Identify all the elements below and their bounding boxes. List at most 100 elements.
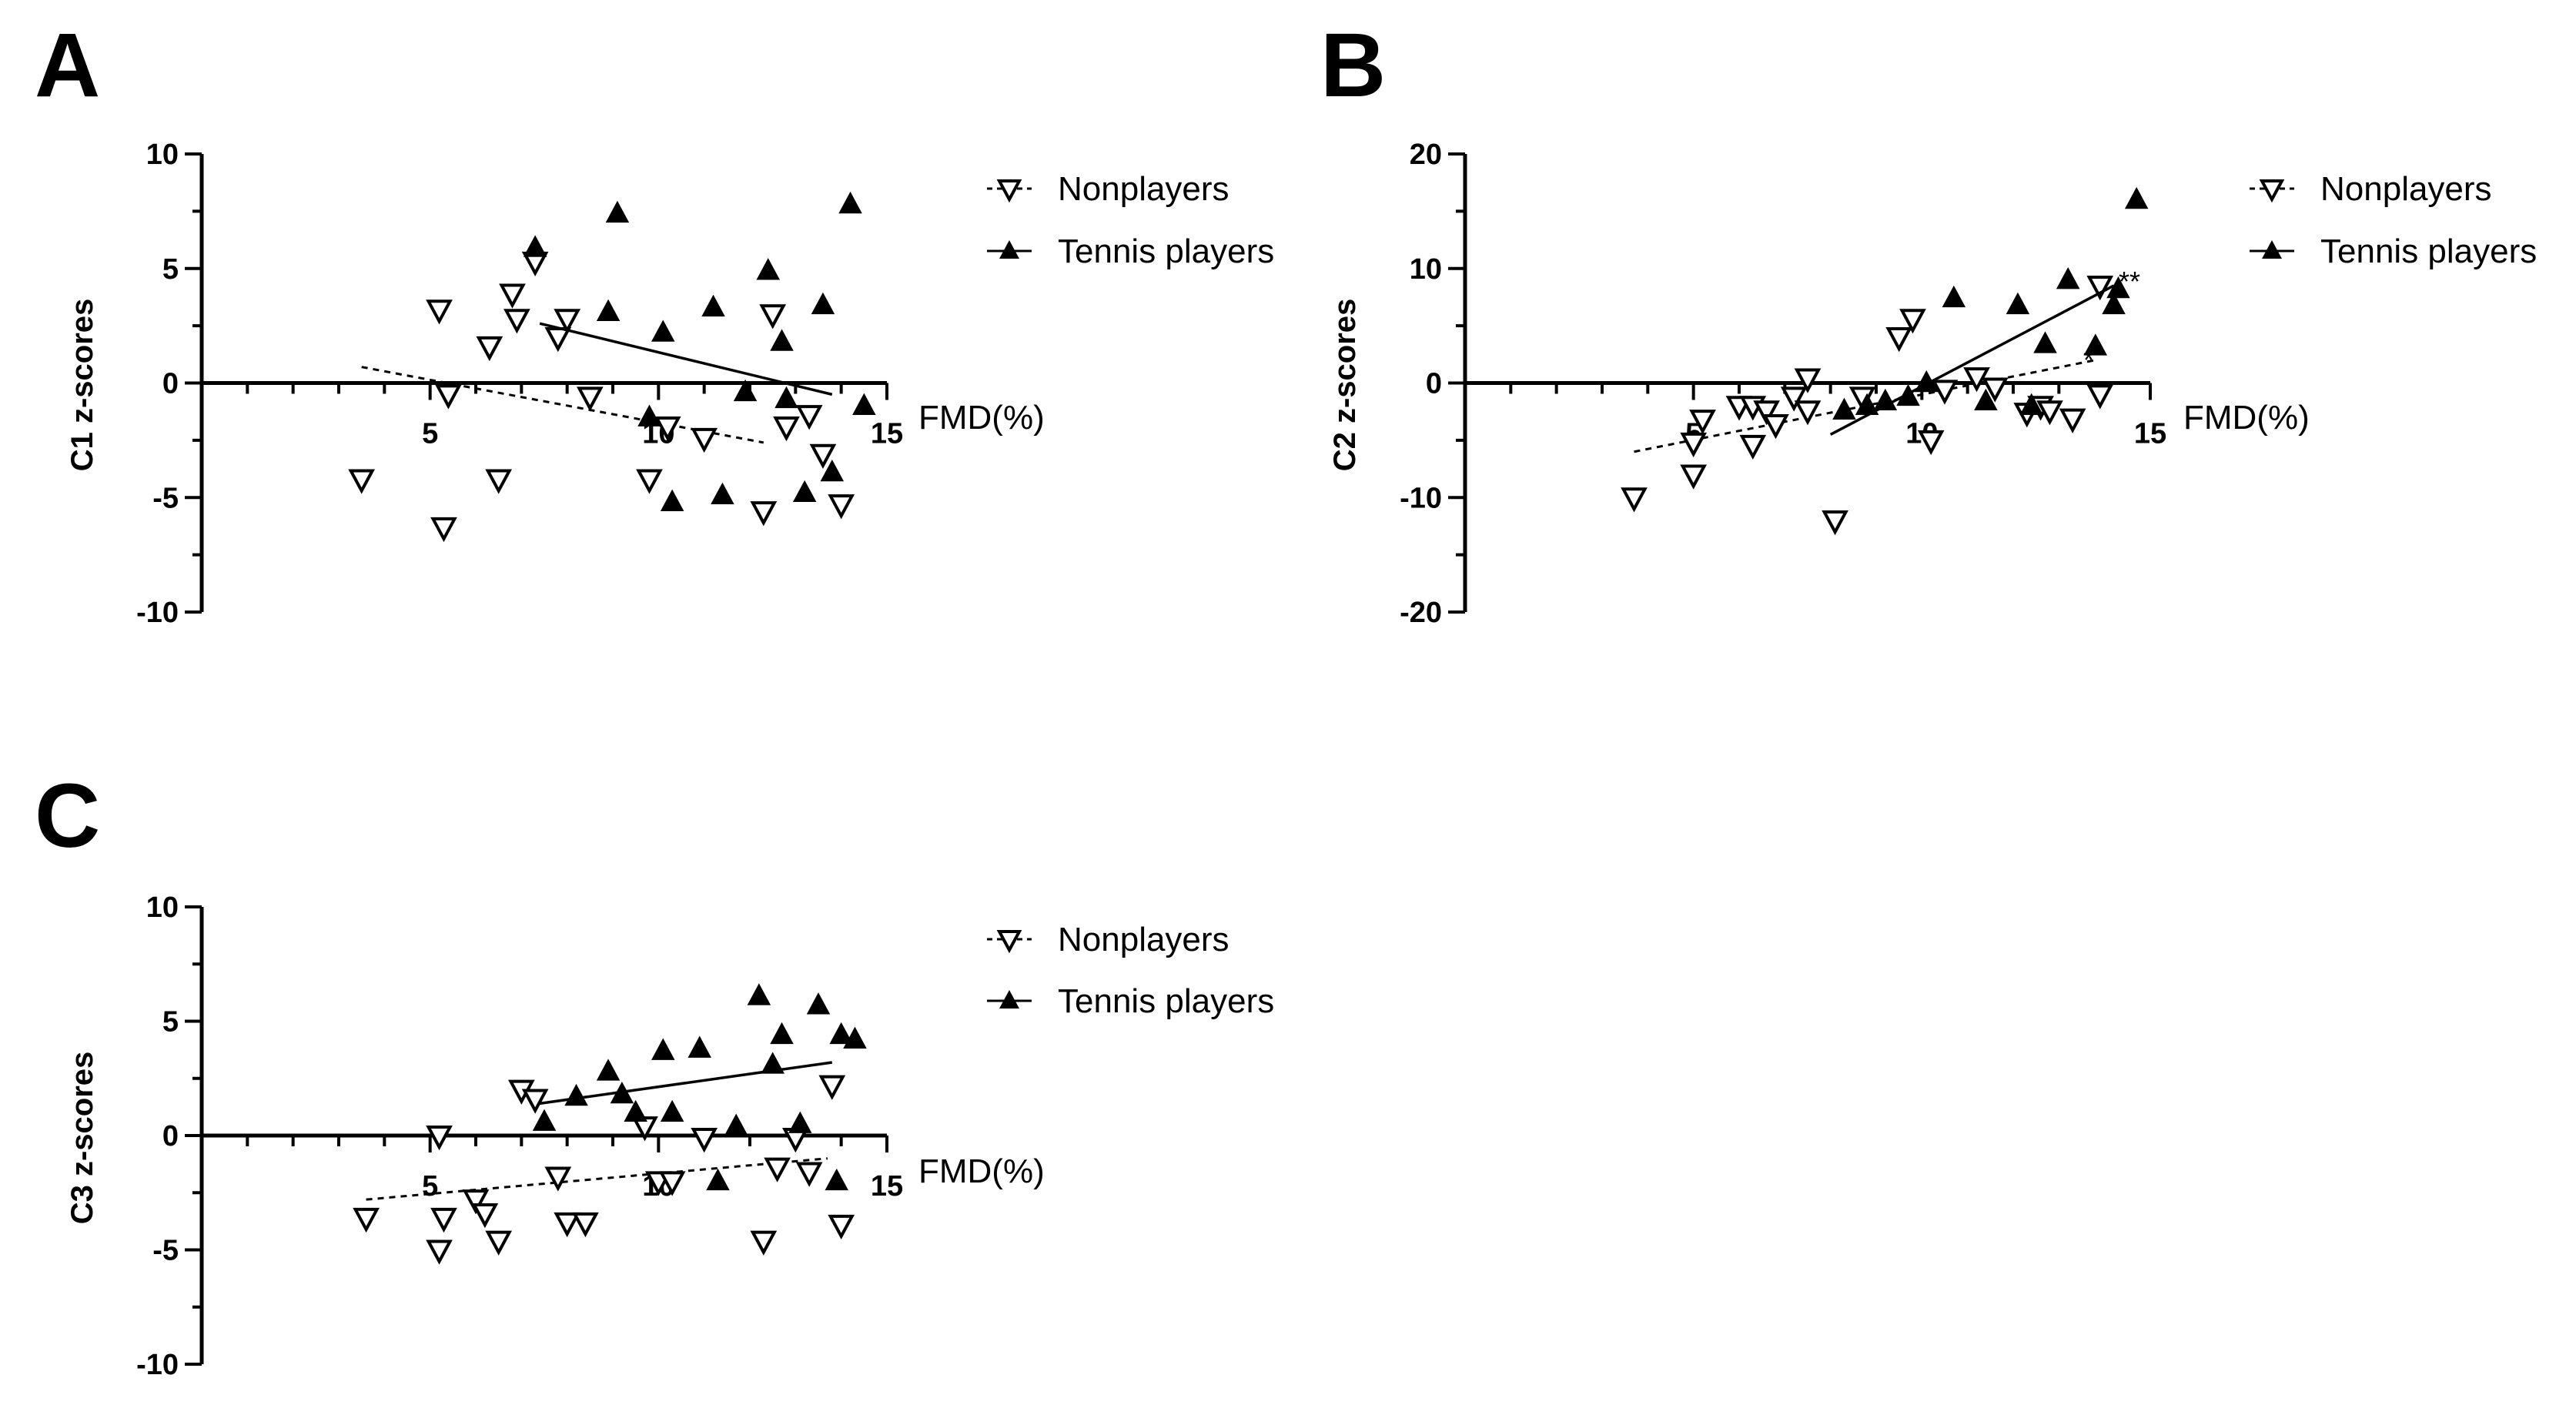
data-point	[654, 416, 681, 442]
legend-item-nonplayers: Nonplayers	[2250, 170, 2492, 208]
regression-line	[539, 322, 833, 396]
data-point	[773, 416, 800, 442]
data-point	[564, 1083, 588, 1106]
data-point	[1794, 368, 1822, 393]
legend-item-tennis-players: Tennis players	[987, 232, 1274, 270]
data-point	[435, 384, 462, 410]
legend-label: Nonplayers	[2320, 170, 2492, 208]
data-point	[809, 443, 837, 469]
y-tick-label: -5	[152, 482, 179, 514]
y-tick-label: 10	[146, 139, 179, 171]
data-point	[1794, 400, 1822, 426]
data-point	[788, 1111, 812, 1133]
data-point	[706, 1168, 730, 1191]
data-point	[750, 1230, 778, 1256]
data-point	[348, 469, 376, 494]
data-point	[1855, 393, 1879, 415]
legend-item-tennis-players: Tennis players	[2250, 232, 2537, 270]
legend-label: Nonplayers	[1058, 921, 1229, 958]
data-point	[687, 1035, 711, 1058]
series-nonplayers	[348, 251, 855, 543]
data-point	[485, 1230, 513, 1256]
data-point	[503, 309, 530, 334]
data-point	[838, 191, 862, 214]
significance-marker: **	[2119, 266, 2140, 297]
data-point	[1873, 388, 1898, 411]
data-point	[691, 1127, 718, 1153]
data-point	[1963, 367, 1990, 393]
legend-item-tennis-players: Tennis players	[987, 982, 1274, 1020]
y-tick-label: -10	[136, 597, 179, 629]
data-point	[806, 992, 831, 1015]
data-point	[2086, 384, 2114, 410]
data-point	[825, 1168, 848, 1191]
data-point	[596, 1059, 621, 1081]
legend-marker	[996, 930, 1022, 954]
data-point	[1974, 388, 1998, 411]
data-point	[1689, 410, 1716, 435]
data-point	[2083, 333, 2108, 356]
y-tick-label: 20	[1410, 139, 1442, 171]
data-point	[485, 469, 513, 494]
data-point	[1762, 414, 1789, 440]
data-point	[828, 1214, 855, 1240]
data-point	[426, 1126, 453, 1151]
data-point	[733, 379, 758, 402]
data-point	[1780, 386, 1808, 412]
series-tennis-players	[523, 191, 876, 511]
data-point	[430, 1207, 457, 1233]
data-point	[572, 1212, 599, 1238]
y-tick-label: 5	[162, 253, 179, 286]
data-point	[761, 1052, 785, 1074]
data-point	[1680, 432, 1708, 458]
data-point	[770, 329, 794, 351]
y-axis-title: C2 z-scores	[1328, 299, 1362, 472]
panel-letter: C	[35, 765, 100, 867]
data-point	[426, 1239, 453, 1265]
data-point	[430, 517, 457, 543]
data-point	[576, 386, 604, 412]
x-axis-title: FMD(%)	[2183, 399, 2310, 437]
data-point	[1753, 400, 1780, 426]
data-point	[532, 1109, 557, 1131]
data-point	[610, 1081, 634, 1104]
data-point	[811, 292, 835, 315]
data-point	[818, 1075, 846, 1100]
data-point	[852, 393, 876, 415]
legend-marker	[999, 240, 1019, 259]
data-point	[1981, 377, 2009, 403]
y-axis-title: C1 z-scores	[65, 299, 99, 472]
data-point	[1621, 487, 1648, 513]
legend-label: Tennis players	[2320, 232, 2537, 270]
data-point	[770, 1022, 794, 1045]
data-point	[843, 1026, 867, 1049]
data-point	[544, 327, 572, 353]
data-point	[820, 459, 845, 482]
data-point	[701, 294, 725, 317]
data-point	[2124, 186, 2149, 209]
data-point	[658, 1171, 686, 1196]
data-point	[756, 258, 780, 280]
x-tick-label: 15	[871, 1170, 903, 1203]
data-point	[1739, 434, 1767, 460]
data-point	[651, 319, 675, 342]
data-point	[554, 1212, 581, 1238]
y-tick-label: 10	[146, 891, 179, 924]
data-point	[795, 1162, 823, 1187]
data-point	[828, 494, 855, 520]
panel-letter: A	[35, 15, 100, 116]
data-point	[2033, 331, 2057, 353]
data-point	[1915, 370, 1939, 393]
legend-marker	[2262, 240, 2282, 259]
data-point	[724, 1113, 748, 1136]
legend-item-nonplayers: Nonplayers	[987, 921, 1229, 958]
x-axis-title: FMD(%)	[918, 1152, 1045, 1190]
data-point	[2056, 267, 2080, 289]
data-point	[554, 309, 581, 334]
data-point	[774, 386, 798, 409]
data-point	[471, 1203, 499, 1229]
data-point	[426, 299, 453, 325]
data-point	[605, 200, 630, 223]
data-point	[1885, 327, 1913, 353]
